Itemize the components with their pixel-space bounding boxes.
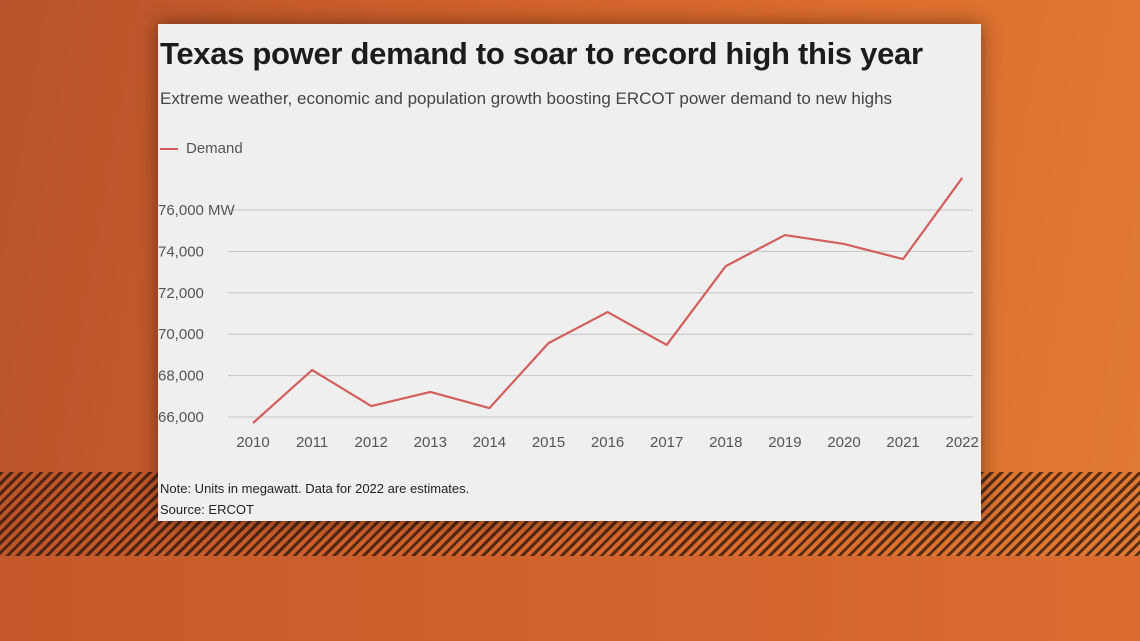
chart-note: Note: Units in megawatt. Data for 2022 a… — [160, 481, 470, 496]
y-tick-label: 70,000 — [158, 326, 204, 343]
legend-label: Demand — [186, 140, 243, 157]
line-chart: 66,000 68,000 70,000 72,000 74,000 76,000 MW 2… — [158, 177, 979, 451]
x-tick-label: 2019 — [768, 434, 801, 451]
chart-panel: Texas power demand to soar to record hig… — [158, 24, 981, 521]
legend: Demand — [160, 140, 243, 157]
x-tick-label: 2020 — [827, 434, 860, 451]
chart-subtitle: Extreme weather, economic and population… — [160, 89, 893, 108]
x-tick-label: 2013 — [414, 434, 447, 451]
y-tick-label: 76,000 MW — [158, 202, 236, 219]
x-tick-label: 2011 — [296, 434, 328, 451]
y-tick-label: 74,000 — [158, 243, 204, 260]
x-tick-label: 2012 — [355, 434, 388, 451]
chart-title: Texas power demand to soar to record hig… — [160, 36, 923, 71]
series-line — [252, 177, 964, 424]
x-tick-label: 2015 — [532, 434, 565, 451]
chart-source: Source: ERCOT — [160, 502, 254, 517]
x-tick-label: 2017 — [650, 434, 683, 451]
y-tick-label: 68,000 — [158, 368, 204, 385]
x-tick-label: 2018 — [709, 434, 742, 451]
x-tick-label: 2021 — [886, 434, 919, 451]
legend-swatch — [160, 147, 178, 150]
background-band — [0, 556, 1140, 641]
y-tick-label: 72,000 — [158, 285, 204, 302]
x-tick-label: 2022 — [946, 434, 979, 451]
x-tick-label: 2016 — [591, 434, 624, 451]
y-tick-label: 66,000 — [158, 409, 204, 426]
x-tick-label: 2010 — [236, 434, 269, 451]
x-tick-label: 2014 — [473, 434, 506, 451]
